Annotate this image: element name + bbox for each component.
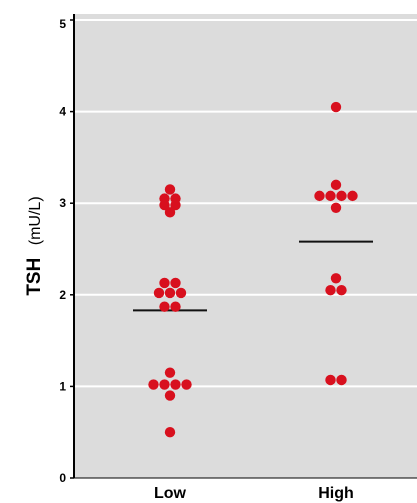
data-point-low-8 [153, 287, 165, 299]
data-point-low-3 [159, 199, 170, 211]
data-point-high-7 [330, 273, 342, 284]
data-point-low-14 [148, 379, 159, 390]
data-point-low-11 [159, 301, 170, 312]
y-tick-label-1: 1 [59, 379, 66, 393]
x-axis-labels: Low High [154, 485, 354, 502]
data-point-low-9 [164, 287, 176, 299]
data-point-high-2 [314, 190, 325, 202]
y-tick-label-5: 5 [59, 17, 66, 31]
x-category-label-low: Low [154, 485, 187, 502]
plot-background [74, 14, 417, 478]
y-axis-title: TSH (mU/L) [24, 196, 45, 295]
data-point-high-6 [330, 202, 342, 213]
y-axis-title-unit: (mU/L) [27, 196, 44, 245]
data-point-low-19 [164, 427, 176, 438]
data-point-low-13 [164, 367, 176, 378]
data-point-low-18 [164, 390, 176, 401]
y-axis-title-main: TSH [24, 258, 45, 296]
data-points [148, 101, 358, 438]
data-point-high-11 [336, 374, 347, 386]
data-point-high-3 [325, 190, 336, 202]
data-point-low-0 [164, 184, 176, 195]
median-lines [133, 240, 373, 312]
y-tick-label-0: 0 [59, 471, 66, 485]
data-point-high-5 [347, 190, 358, 202]
data-point-low-5 [164, 207, 176, 218]
gridlines [74, 19, 417, 479]
y-tick-label-4: 4 [59, 105, 66, 119]
data-point-high-0 [330, 101, 342, 113]
data-point-high-9 [336, 285, 347, 296]
data-point-low-15 [159, 379, 170, 390]
data-point-high-8 [325, 285, 336, 296]
data-point-low-16 [170, 379, 181, 390]
data-point-low-4 [170, 199, 181, 211]
y-axis-ticks: 0 1 2 3 4 5 [59, 17, 74, 485]
data-point-low-10 [175, 287, 187, 299]
data-point-low-6 [159, 277, 170, 289]
data-point-high-4 [336, 190, 347, 202]
data-point-low-17 [181, 379, 192, 390]
x-category-label-high: High [318, 485, 354, 502]
data-point-high-1 [330, 179, 342, 191]
y-tick-label-2: 2 [59, 288, 66, 302]
data-point-low-7 [170, 277, 181, 289]
y-tick-label-3: 3 [59, 196, 66, 210]
data-point-low-12 [170, 301, 181, 312]
data-point-high-10 [325, 374, 336, 386]
